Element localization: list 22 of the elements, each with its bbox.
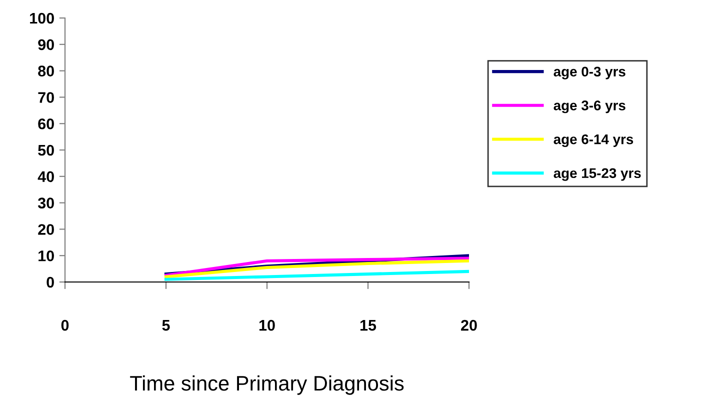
legend-label: age 0-3 yrs [554, 66, 626, 80]
y-tick-label: 100 [30, 12, 54, 24]
x-tick-label: 20 [461, 320, 477, 331]
legend-label: age 3-6 yrs [554, 100, 626, 114]
y-tick-label: 0 [46, 276, 54, 288]
legend-label: age 6-14 yrs [554, 134, 634, 148]
x-tick-label: 5 [162, 320, 170, 331]
y-tick-label: 90 [38, 39, 54, 50]
y-tick-label: 50 [38, 144, 54, 156]
x-axis-title: Time since Primary Diagnosis [130, 375, 404, 395]
x-tick-label: 10 [259, 320, 275, 331]
x-tick-label: 0 [61, 320, 69, 331]
y-tick-label: 40 [38, 171, 54, 182]
y-tick-label: 80 [38, 66, 54, 76]
y-tick-label: 30 [38, 198, 54, 209]
y-tick-label: 70 [38, 92, 54, 103]
legend-label: age 15-23 yrs [554, 168, 641, 181]
y-tick-label: 20 [38, 224, 54, 235]
y-tick-label: 10 [38, 250, 54, 262]
x-tick-label: 15 [360, 320, 376, 331]
y-tick-label: 60 [38, 118, 54, 130]
line-series [164, 270, 469, 281]
